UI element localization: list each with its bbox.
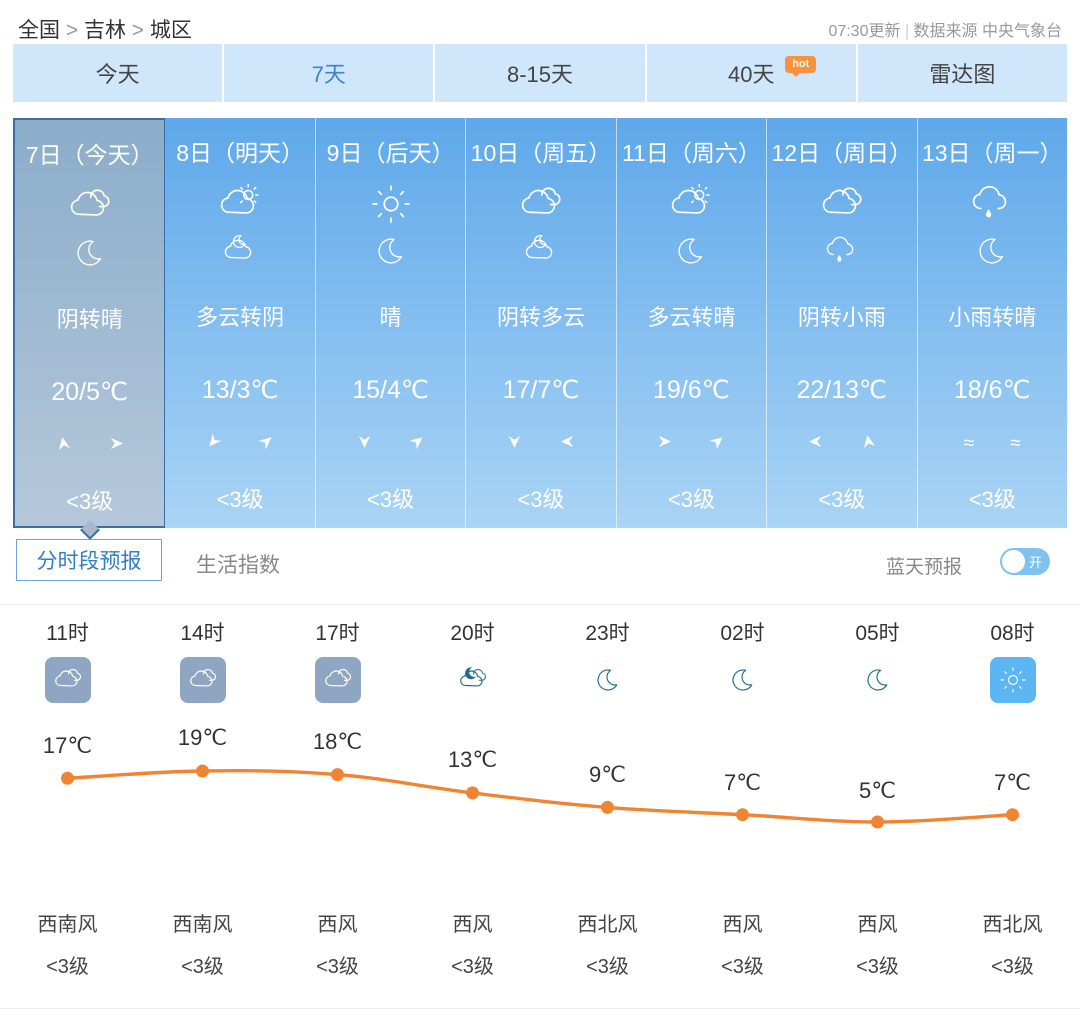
svg-text:13℃: 13℃ [448, 747, 497, 772]
svg-text:7℃: 7℃ [724, 770, 761, 795]
svg-text:19℃: 19℃ [178, 725, 227, 750]
svg-text:18℃: 18℃ [313, 729, 362, 754]
svg-text:5℃: 5℃ [859, 778, 896, 803]
svg-text:9℃: 9℃ [589, 762, 626, 787]
svg-text:17℃: 17℃ [43, 733, 92, 758]
svg-text:7℃: 7℃ [994, 770, 1031, 795]
